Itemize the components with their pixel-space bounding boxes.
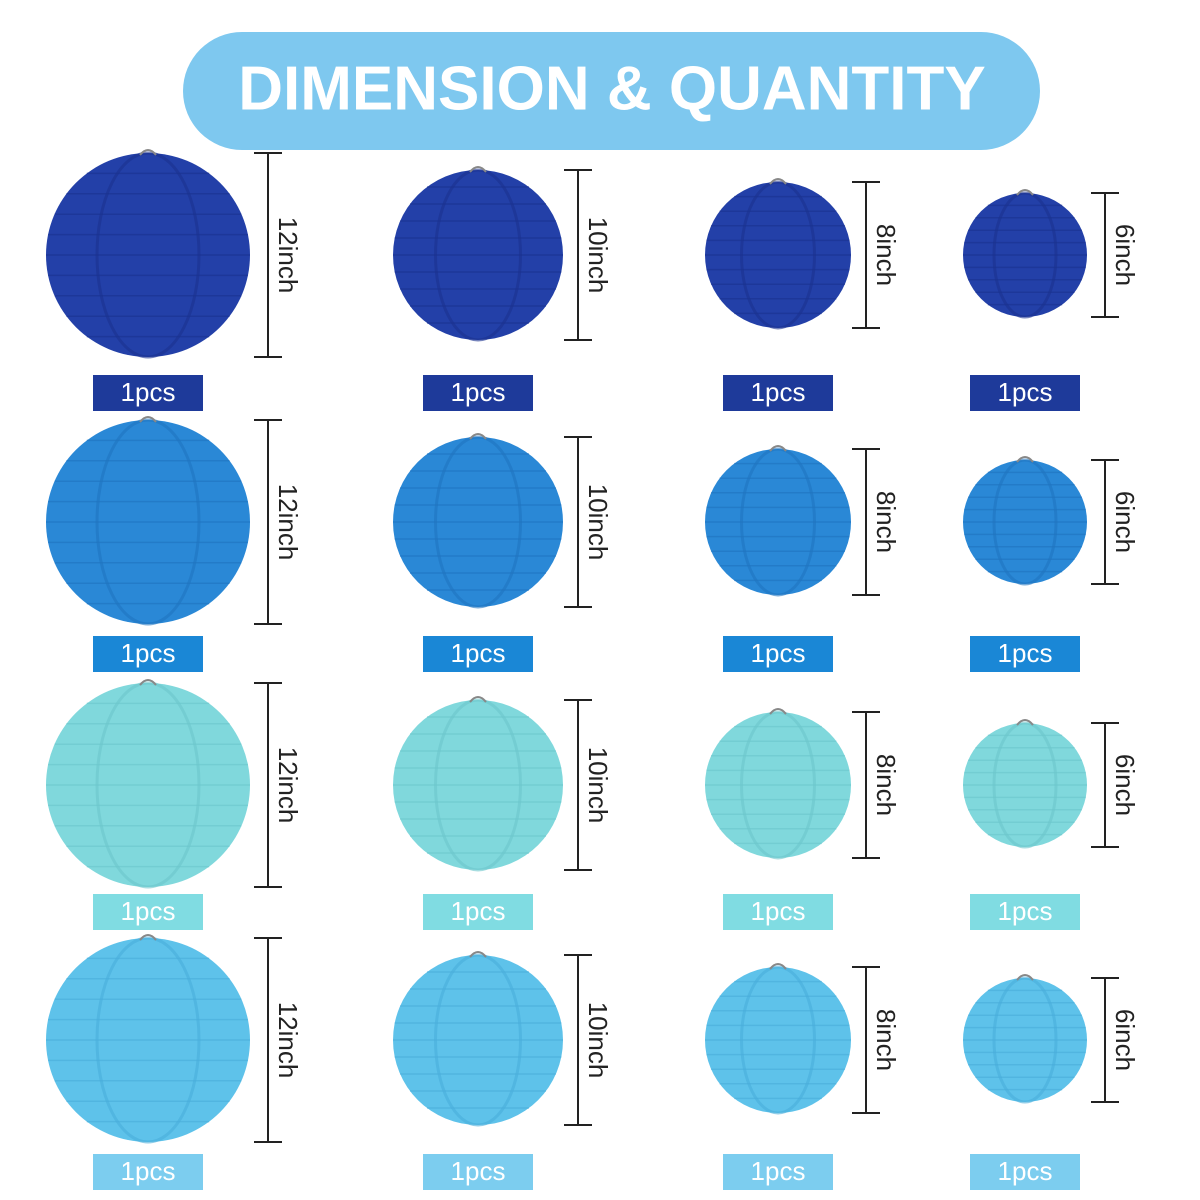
lantern-seam	[740, 180, 816, 330]
lantern	[46, 934, 250, 1144]
quantity-box	[93, 1154, 203, 1190]
lantern	[46, 149, 250, 359]
quantity-label: 1pcs	[451, 1156, 506, 1186]
title: DIMENSION & QUANTITY	[238, 54, 985, 123]
size-label: 10inch	[583, 747, 613, 824]
lantern	[705, 178, 851, 330]
lantern-seam	[95, 681, 201, 889]
lantern-wire	[1016, 456, 1034, 463]
size-label: 12inch	[273, 484, 303, 561]
lantern	[963, 456, 1087, 586]
quantity-label: 1pcs	[121, 896, 176, 926]
size-label: 6inch	[1110, 754, 1140, 816]
size-label: 12inch	[273, 1002, 303, 1079]
lantern	[963, 719, 1087, 849]
lantern-seam	[992, 976, 1058, 1104]
size-label: 10inch	[583, 217, 613, 294]
size-label: 8inch	[871, 491, 901, 553]
quantity-box	[423, 636, 533, 672]
lantern-wire	[469, 433, 487, 440]
lantern	[393, 951, 563, 1127]
quantity-label: 1pcs	[998, 377, 1053, 407]
lantern	[705, 708, 851, 860]
lantern	[393, 166, 563, 342]
size-label: 12inch	[273, 747, 303, 824]
quantity-label: 1pcs	[751, 896, 806, 926]
quantity-box	[93, 375, 203, 411]
lantern-wire	[769, 445, 787, 452]
size-label: 8inch	[871, 754, 901, 816]
size-label: 12inch	[273, 217, 303, 294]
quantity-label: 1pcs	[451, 377, 506, 407]
lantern-wire	[1016, 719, 1034, 726]
quantity-label: 1pcs	[751, 1156, 806, 1186]
quantity-label: 1pcs	[121, 377, 176, 407]
quantity-label: 1pcs	[751, 377, 806, 407]
lantern-seam	[434, 698, 522, 872]
quantity-label: 1pcs	[451, 896, 506, 926]
lantern-wire	[769, 178, 787, 185]
lantern-seam	[434, 435, 522, 609]
lantern-seam	[992, 721, 1058, 849]
quantity-label: 1pcs	[998, 1156, 1053, 1186]
quantity-label: 1pcs	[998, 896, 1053, 926]
lantern-seam	[434, 953, 522, 1127]
lantern-wire	[469, 696, 487, 703]
lantern-wire	[469, 166, 487, 173]
lantern	[393, 696, 563, 872]
lantern-wire	[139, 416, 157, 423]
lantern-wire	[769, 708, 787, 715]
quantity-box	[970, 894, 1080, 930]
lantern-wire	[139, 679, 157, 686]
quantity-box	[723, 636, 833, 672]
lantern-seam	[95, 151, 201, 359]
quantity-label: 1pcs	[121, 638, 176, 668]
quantity-box	[723, 1154, 833, 1190]
quantity-box	[423, 894, 533, 930]
quantity-box	[93, 636, 203, 672]
lantern	[46, 416, 250, 626]
quantity-box	[970, 1154, 1080, 1190]
lantern-seam	[95, 418, 201, 626]
size-label: 8inch	[871, 1009, 901, 1071]
quantity-box	[723, 894, 833, 930]
lantern	[963, 189, 1087, 319]
lantern	[393, 433, 563, 609]
lantern	[705, 963, 851, 1115]
quantity-box	[423, 1154, 533, 1190]
lantern-seam	[740, 447, 816, 597]
quantity-box	[93, 894, 203, 930]
size-label: 6inch	[1110, 491, 1140, 553]
size-label: 10inch	[583, 1002, 613, 1079]
lantern-wire	[1016, 189, 1034, 196]
size-label: 8inch	[871, 224, 901, 286]
quantity-label: 1pcs	[998, 638, 1053, 668]
lantern-wire	[469, 951, 487, 958]
size-label: 6inch	[1110, 1009, 1140, 1071]
quantity-box	[723, 375, 833, 411]
lantern	[705, 445, 851, 597]
quantity-label: 1pcs	[751, 638, 806, 668]
lantern-wire	[139, 934, 157, 941]
title-pill	[183, 32, 1040, 150]
lantern-seam	[992, 191, 1058, 319]
lantern	[963, 974, 1087, 1104]
lantern-wire	[1016, 974, 1034, 981]
quantity-box	[970, 375, 1080, 411]
lantern-seam	[740, 965, 816, 1115]
lantern-seam	[95, 936, 201, 1144]
lantern-seam	[740, 710, 816, 860]
quantity-box	[423, 375, 533, 411]
size-label: 10inch	[583, 484, 613, 561]
lantern-wire	[139, 149, 157, 156]
lantern-seam	[434, 168, 522, 342]
lantern-wire	[769, 963, 787, 970]
quantity-box	[970, 636, 1080, 672]
quantity-label: 1pcs	[121, 1156, 176, 1186]
lantern	[46, 679, 250, 889]
size-label: 6inch	[1110, 224, 1140, 286]
quantity-label: 1pcs	[451, 638, 506, 668]
lantern-seam	[992, 458, 1058, 586]
